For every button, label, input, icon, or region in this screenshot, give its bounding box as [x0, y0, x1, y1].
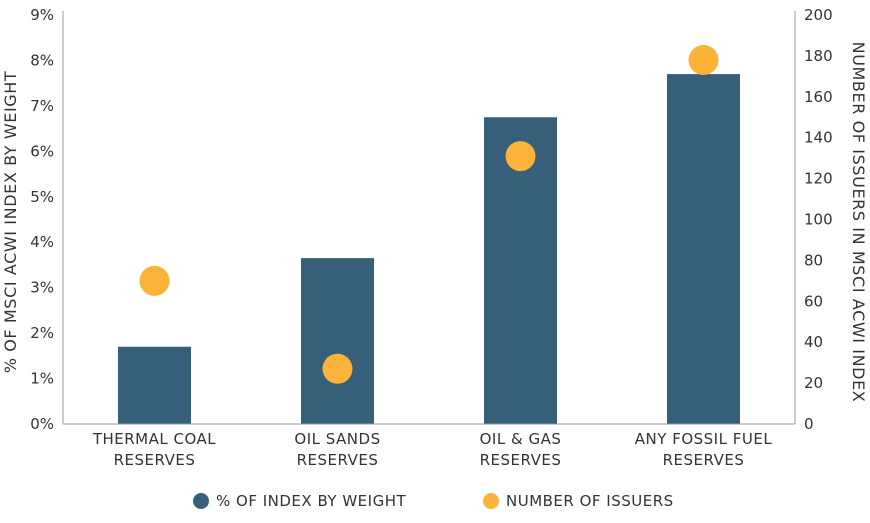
- left-tick-label: 2%: [30, 324, 54, 342]
- legend-swatch-issuers: [483, 493, 499, 509]
- right-tick-label: 80: [804, 251, 823, 269]
- issuer-dot: [505, 141, 536, 172]
- bar: [118, 346, 191, 424]
- issuer-dot: [139, 265, 170, 296]
- legend-item-weight: % OF INDEX BY WEIGHT: [193, 492, 406, 510]
- right-tick-label: 160: [804, 88, 833, 106]
- left-tick-label: 1%: [30, 370, 54, 388]
- legend: % OF INDEX BY WEIGHT NUMBER OF ISSUERS: [0, 492, 870, 516]
- left-tick-label: 6%: [30, 142, 54, 160]
- left-tick-label: 0%: [30, 415, 54, 433]
- issuer-dot: [688, 44, 719, 75]
- right-tick-label: 40: [804, 333, 823, 351]
- right-tick-label: 100: [804, 211, 833, 229]
- right-axis-title: NUMBER OF ISSUERS IN MSCI ACWI INDEX: [849, 42, 868, 403]
- right-tick-label: 120: [804, 170, 833, 188]
- category-label: OIL SANDS RESERVES: [294, 430, 380, 469]
- right-axis-ticks: 0 20 40 60 80 100 120 140 160 180 200: [804, 6, 833, 433]
- left-axis-ticks: 0% 1% 2% 3% 4% 5% 6% 7% 8% 9%: [30, 6, 54, 433]
- issuer-dot-series: [139, 44, 719, 384]
- issuer-dot: [322, 353, 353, 384]
- left-tick-label: 9%: [30, 6, 54, 24]
- legend-label-weight: % OF INDEX BY WEIGHT: [216, 492, 407, 510]
- left-axis-title: % OF MSCI ACWI INDEX BY WEIGHT: [1, 71, 20, 374]
- legend-item-issuers: NUMBER OF ISSUERS: [483, 492, 674, 510]
- category-label: OIL & GAS RESERVES: [480, 430, 562, 469]
- right-tick-label: 180: [804, 47, 833, 65]
- category-label: THERMAL COAL RESERVES: [92, 430, 216, 469]
- left-tick-label: 8%: [30, 51, 54, 69]
- legend-label-issuers: NUMBER OF ISSUERS: [506, 492, 674, 510]
- left-tick-label: 3%: [30, 279, 54, 297]
- right-tick-label: 20: [804, 374, 823, 392]
- category-labels: THERMAL COAL RESERVES OIL SANDS RESERVES OIL…: [92, 430, 772, 469]
- left-tick-label: 7%: [30, 97, 54, 115]
- right-tick-label: 60: [804, 292, 823, 310]
- axes: [62, 11, 796, 425]
- bar: [667, 74, 740, 425]
- legend-swatch-weight: [193, 493, 209, 509]
- bar-series: [118, 74, 740, 425]
- right-tick-label: 140: [804, 129, 833, 147]
- category-label: ANY FOSSIL FUEL RESERVES: [635, 430, 773, 469]
- right-tick-label: 200: [804, 6, 833, 24]
- right-tick-label: 0: [804, 415, 814, 433]
- left-tick-label: 5%: [30, 188, 54, 206]
- bar: [301, 258, 374, 424]
- left-tick-label: 4%: [30, 233, 54, 251]
